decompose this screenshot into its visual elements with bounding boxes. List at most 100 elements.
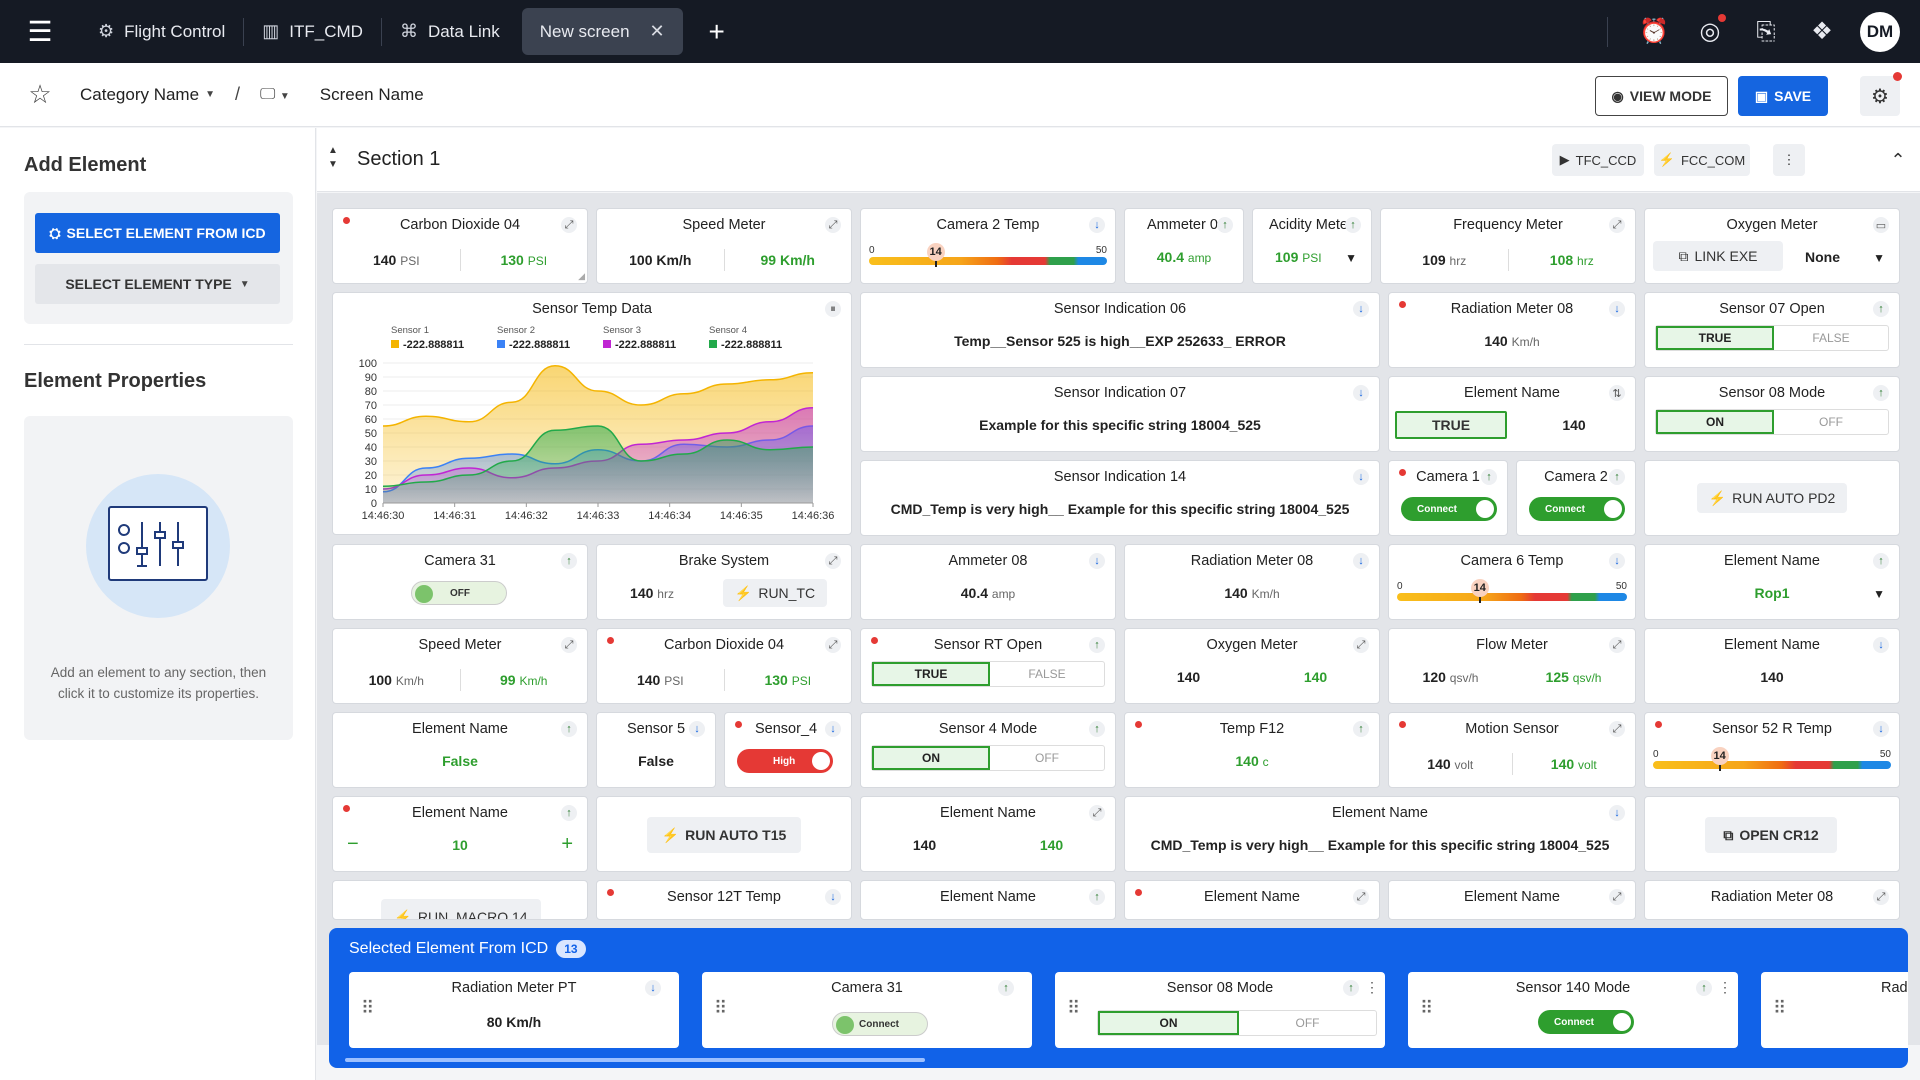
toggle-on[interactable]: ON bbox=[1656, 410, 1774, 434]
high-switch[interactable]: High bbox=[737, 749, 833, 773]
tab-itf-cmd[interactable]: ▥ ITF_CMD bbox=[244, 8, 381, 55]
collapse-chevron-icon[interactable]: ⌃ bbox=[1890, 149, 1906, 170]
widget-oxygen-meter-2[interactable]: Oxygen Meter ⤢ 140 140 bbox=[1124, 628, 1380, 704]
arrow-down-icon[interactable]: ↓ bbox=[1353, 385, 1369, 401]
arrow-up-icon[interactable]: ↑ bbox=[1353, 721, 1369, 737]
tray-card-sensor-08-mode[interactable]: ⠿ Sensor 08 Mode ↑ ⋮ ON OFF bbox=[1055, 972, 1385, 1048]
modules-icon[interactable]: ❖ bbox=[1811, 18, 1833, 45]
fcc-com-button[interactable]: ⚡ FCC_COM bbox=[1654, 144, 1750, 176]
hamburger-menu-icon[interactable]: ☰ bbox=[27, 16, 53, 47]
widget-camera-1[interactable]: Camera 1 ↑ Connect bbox=[1388, 460, 1508, 536]
widget-sensor-indication-06[interactable]: Sensor Indication 06 ↓ Temp__Sensor 525 … bbox=[860, 292, 1380, 368]
settings-gear-icon[interactable]: ⚙ bbox=[1860, 72, 1902, 116]
tray-card-camera-31[interactable]: ⠿ Camera 31 ↑ Connect bbox=[702, 972, 1032, 1048]
widget-element-name-string[interactable]: Element Name ↓ CMD_Temp is very high__ E… bbox=[1124, 796, 1636, 872]
widget-speed-meter-2[interactable]: Speed Meter ⤢ 100 Km/h 99 Km/h bbox=[332, 628, 588, 704]
widget-element-name-false[interactable]: Element Name ↑ False bbox=[332, 712, 588, 788]
add-tab-button[interactable]: + bbox=[708, 15, 725, 47]
drag-handle-icon[interactable]: ⠿ bbox=[714, 998, 727, 1018]
widget-element-name-140[interactable]: Element Name ↓ 140 bbox=[1644, 628, 1900, 704]
arrow-down-icon[interactable]: ↓ bbox=[1609, 805, 1625, 821]
reorder-arrows-icon[interactable]: ▲ ▼ bbox=[328, 145, 338, 170]
link-icon[interactable]: ⤢ bbox=[561, 217, 577, 233]
stepper-value[interactable]: 10 bbox=[452, 837, 468, 853]
run-tc-button[interactable]: ⚡ RUN_TC bbox=[723, 579, 827, 607]
toggle-false[interactable]: FALSE bbox=[1812, 331, 1850, 345]
widget-sensor-indication-07[interactable]: Sensor Indication 07 ↓ Example for this … bbox=[860, 376, 1380, 452]
arrow-up-icon[interactable]: ↑ bbox=[1089, 721, 1105, 737]
toggle-off[interactable]: OFF bbox=[1819, 415, 1843, 429]
widget-oxygen-meter[interactable]: Oxygen Meter ▭ ⧉ LINK EXE None ▼ bbox=[1644, 208, 1900, 284]
widget-sensor-5[interactable]: Sensor 5 ↓ False bbox=[596, 712, 716, 788]
link-exe-button[interactable]: ⧉ LINK EXE bbox=[1653, 241, 1783, 271]
widget-carbon-dioxide[interactable]: Carbon Dioxide 04 ⤢ 140 PSI 130 PSI ◢ bbox=[332, 208, 588, 284]
true-false-toggle[interactable]: TRUE FALSE bbox=[1655, 325, 1889, 351]
arrow-down-icon[interactable]: ↓ bbox=[1089, 217, 1105, 233]
run-auto-pd2-button[interactable]: ⚡ RUN AUTO PD2 bbox=[1697, 483, 1847, 513]
widget-sensor-12t-temp[interactable]: Sensor 12T Temp ↓ bbox=[596, 880, 852, 920]
widget-sensor-07-open[interactable]: Sensor 07 Open ↑ TRUE FALSE bbox=[1644, 292, 1900, 368]
star-icon[interactable]: ☆ bbox=[28, 79, 52, 109]
arrow-down-icon[interactable]: ↓ bbox=[1353, 301, 1369, 317]
category-dropdown[interactable]: Category Name ▼ bbox=[80, 85, 215, 105]
widget-element-name-rop1[interactable]: Element Name ↑ Rop1 ▼ bbox=[1644, 544, 1900, 620]
arrow-up-icon[interactable]: ↑ bbox=[1873, 385, 1889, 401]
select-value[interactable]: None bbox=[1805, 249, 1840, 265]
alarm-icon[interactable]: ⏰ bbox=[1639, 18, 1669, 45]
widget-ammeter-08[interactable]: Ammeter 08 ↓ 40.4 amp bbox=[860, 544, 1116, 620]
widget-element-name-values[interactable]: Element Name ⤢ 140 140 bbox=[860, 796, 1116, 872]
connect-switch[interactable]: Connect bbox=[832, 1012, 928, 1036]
arrow-up-icon[interactable]: ↑ bbox=[1873, 301, 1889, 317]
link-icon[interactable]: ⤢ bbox=[1609, 217, 1625, 233]
more-options-icon[interactable]: ⋮ bbox=[1773, 144, 1805, 176]
arrow-down-icon[interactable]: ↓ bbox=[1873, 637, 1889, 653]
more-options-icon[interactable]: ⋮ bbox=[1365, 979, 1379, 995]
widget-element-name-r9a[interactable]: Element Name ↑ bbox=[860, 880, 1116, 920]
link-icon[interactable]: ⤢ bbox=[825, 553, 841, 569]
link-icon[interactable]: ⤢ bbox=[1609, 889, 1625, 905]
save-button[interactable]: ▣ SAVE bbox=[1738, 76, 1828, 116]
tray-card-radiation-partial[interactable]: ⠿ Radi bbox=[1761, 972, 1908, 1048]
arrow-up-icon[interactable]: ↑ bbox=[1873, 553, 1889, 569]
arrow-down-icon[interactable]: ↓ bbox=[1089, 553, 1105, 569]
link-icon[interactable]: ⤢ bbox=[825, 637, 841, 653]
drag-handle-icon[interactable]: ⠿ bbox=[361, 998, 374, 1018]
link-icon[interactable]: ⤢ bbox=[1873, 889, 1889, 905]
widget-sensor-4[interactable]: Sensor_4 ↓ High bbox=[724, 712, 852, 788]
widget-frequency-meter[interactable]: Frequency Meter ⤢ 109 hrz 108 hrz bbox=[1380, 208, 1636, 284]
caret-down-icon[interactable]: ▼ bbox=[1345, 251, 1357, 265]
arrow-down-icon[interactable]: ↓ bbox=[1609, 301, 1625, 317]
select-value[interactable]: Rop1 bbox=[1754, 585, 1790, 601]
widget-carbon-dioxide-2[interactable]: Carbon Dioxide 04 ⤢ 140 PSI 130 PSI bbox=[596, 628, 852, 704]
arrow-down-icon[interactable]: ↓ bbox=[645, 980, 661, 996]
tray-card-radiation-meter[interactable]: ⠿ Radiation Meter PT ↓ 80 Km/h bbox=[349, 972, 679, 1048]
more-options-icon[interactable]: ⋮ bbox=[1718, 979, 1732, 995]
widget-brake-system[interactable]: Brake System ⤢ 140 hrz ⚡ RUN_TC bbox=[596, 544, 852, 620]
on-off-toggle[interactable]: ON OFF bbox=[871, 745, 1105, 771]
select-element-type-button[interactable]: SELECT ELEMENT TYPE ▼ bbox=[35, 264, 280, 304]
arrow-up-icon[interactable]: ↑ bbox=[561, 805, 577, 821]
report-search-icon[interactable]: ⎘ bbox=[1756, 17, 1776, 45]
widget-camera-2-temp[interactable]: Camera 2 Temp ↓ 0 50 14 bbox=[860, 208, 1116, 284]
drag-handle-icon[interactable]: ⠿ bbox=[1773, 998, 1786, 1018]
close-icon[interactable]: ✕ bbox=[649, 21, 665, 41]
widget-temp-f12[interactable]: Temp F12 ↑ 140 c bbox=[1124, 712, 1380, 788]
widget-camera-31[interactable]: Camera 31 ↑ OFF bbox=[332, 544, 588, 620]
run-auto-t15-button[interactable]: ⚡ RUN AUTO T15 bbox=[647, 817, 801, 853]
avatar[interactable]: DM bbox=[1860, 11, 1900, 52]
tray-card-sensor-140-mode[interactable]: ⠿ Sensor 140 Mode ↑ ⋮ Connect bbox=[1408, 972, 1738, 1048]
widget-sensor-52-r-temp[interactable]: Sensor 52 R Temp ↓ 0 50 14 bbox=[1644, 712, 1900, 788]
link-icon[interactable]: ⤢ bbox=[1353, 889, 1369, 905]
tfc-ccd-button[interactable]: ▶ TFC_CCD bbox=[1552, 144, 1644, 176]
run-macro-button[interactable]: ⚡ RUN_MACRO 14 bbox=[381, 899, 541, 919]
arrow-down-icon[interactable]: ↓ bbox=[689, 721, 705, 737]
on-off-toggle[interactable]: ON OFF bbox=[1097, 1010, 1377, 1036]
arrow-down-icon[interactable]: ↓ bbox=[825, 889, 841, 905]
view-mode-button[interactable]: ◉ VIEW MODE bbox=[1595, 76, 1728, 116]
widget-sensor-4-mode[interactable]: Sensor 4 Mode ↑ ON OFF bbox=[860, 712, 1116, 788]
widget-ammeter[interactable]: Ammeter 0( ↑ 40.4 amp bbox=[1124, 208, 1244, 284]
arrow-up-icon[interactable]: ↑ bbox=[998, 980, 1014, 996]
link-icon[interactable]: ⤢ bbox=[561, 637, 577, 653]
widget-element-name-r9b[interactable]: Element Name ⤢ bbox=[1124, 880, 1380, 920]
arrow-down-icon[interactable]: ↓ bbox=[825, 721, 841, 737]
